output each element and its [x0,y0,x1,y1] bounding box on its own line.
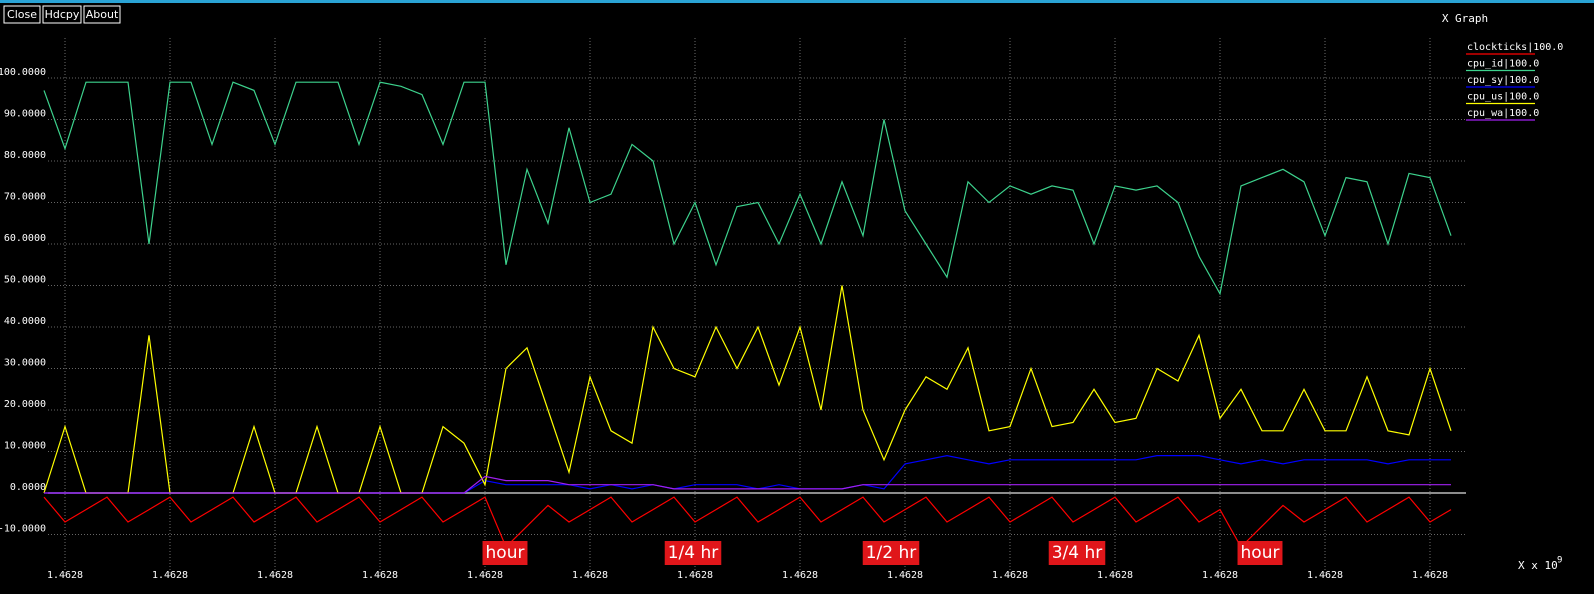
x-tick-label: 1.4628 [47,570,83,581]
annotation-box [482,541,528,565]
y-tick-label: 90.0000 [4,109,46,120]
y-tick-label: 40.0000 [4,316,46,327]
button-label[interactable]: Hdcpy [45,8,80,21]
annotation-box [1048,541,1106,565]
annotation-label: hour [1241,543,1280,563]
annotation: 1/4 hr [664,541,722,565]
y-tick-label: 10.0000 [4,441,46,452]
x-tick-label: 1.4628 [677,570,713,581]
annotation-box [664,541,722,565]
y-tick-label: 100.0000 [0,67,46,78]
annotation-label: hour [486,543,525,563]
annotation-label: 1/4 hr [668,543,719,563]
annotation: 3/4 hr [1048,541,1106,565]
annotation: hour [482,541,528,565]
legend-label: cpu_wa|100.0 [1467,108,1539,119]
x-tick-label: 1.4628 [467,570,503,581]
x-tick-label: 1.4628 [992,570,1028,581]
y-tick-label: 0.0000 [10,482,46,493]
legend-label: clockticks|100.0 [1467,42,1563,53]
annotation-box [1237,541,1283,565]
x-axis-label: X x 10 [1518,559,1558,572]
window-border [0,0,1594,3]
x-tick-label: 1.4628 [152,570,188,581]
button-label[interactable]: About [86,8,119,21]
y-tick-label: 30.0000 [4,358,46,369]
annotation: 1/2 hr [862,541,920,565]
series-line [43,81,1452,296]
annotation: hour [1237,541,1283,565]
x-tick-label: 1.4628 [1202,570,1238,581]
x-tick-label: 1.4628 [362,570,398,581]
y-tick-label: 20.0000 [4,399,46,410]
x-tick-label: 1.4628 [1307,570,1343,581]
close-button[interactable]: Close [3,5,41,24]
series-line [43,496,1452,549]
annotation-box [862,541,920,565]
legend-label: cpu_us|100.0 [1467,92,1539,103]
about-button[interactable]: About [83,5,121,24]
y-tick-label: 80.0000 [4,150,46,161]
series-line [44,475,1451,494]
annotation-label: 1/2 hr [866,543,917,563]
x-tick-label: 1.4628 [782,570,818,581]
legend-label: cpu_id|100.0 [1467,59,1539,70]
annotation-label: 3/4 hr [1052,543,1103,563]
chart-title: X Graph [1442,12,1488,25]
y-tick-label: 60.0000 [4,233,46,244]
x-tick-label: 1.4628 [1097,570,1133,581]
button-label[interactable]: Close [7,8,37,21]
legend-label: cpu_sy|100.0 [1467,75,1539,86]
y-tick-label: 70.0000 [4,192,46,203]
y-tick-label: 50.0000 [4,275,46,286]
hardcopy-button[interactable]: Hdcpy [42,5,82,24]
x-tick-label: 1.4628 [1412,570,1448,581]
x-tick-label: 1.4628 [257,570,293,581]
x-tick-label: 1.4628 [572,570,608,581]
x-axis-exponent: 9 [1557,556,1562,566]
y-tick-label: -10.0000 [0,524,46,535]
x-tick-label: 1.4628 [887,570,923,581]
